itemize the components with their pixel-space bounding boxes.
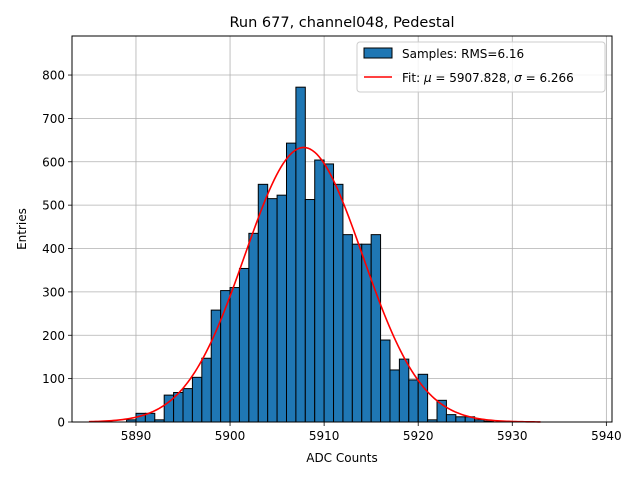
histogram-bar: [295, 86, 306, 423]
plot-frame: [71, 35, 613, 423]
histogram-bar: [323, 163, 335, 423]
y-tick-label: 300: [42, 285, 65, 299]
legend-fit-label: Fit: μ = 5907.828, σ = 6.266: [402, 71, 574, 85]
y-tick-label: 0: [57, 416, 65, 430]
chart-title: Run 677, channel048, Pedestal: [229, 15, 454, 31]
histogram-bar: [370, 234, 382, 423]
histogram-bar: [314, 159, 325, 423]
histogram-bar: [257, 183, 269, 423]
y-tick-label: 600: [42, 155, 65, 169]
legend-histogram-swatch: [363, 47, 393, 59]
histogram-bar: [342, 234, 353, 423]
legend-fit-sigma-value: = 6.266: [522, 71, 574, 85]
histogram-bar: [248, 232, 259, 423]
legend-fit-mu-value: = 5907.828,: [432, 71, 515, 85]
histogram-bar: [238, 267, 250, 423]
histogram-bar: [398, 358, 410, 423]
y-tick-label: 200: [42, 329, 65, 343]
y-tick-label: 700: [42, 112, 65, 126]
legend-fit-prefix: Fit:: [402, 71, 424, 85]
x-tick-label: 5930: [497, 429, 528, 443]
x-axis-label: ADC Counts: [306, 451, 378, 465]
x-tick-label: 5910: [309, 429, 340, 443]
histogram-bar: [191, 376, 203, 423]
x-tick-label: 5900: [215, 429, 246, 443]
histogram-bar: [361, 243, 372, 423]
legend: Samples: RMS=6.16 Fit: μ = 5907.828, σ =…: [356, 41, 606, 93]
legend-histogram-label: Samples: RMS=6.16: [402, 47, 524, 61]
legend-box: [356, 41, 606, 93]
histogram-bar: [210, 309, 222, 423]
histogram-bar: [304, 199, 316, 423]
y-tick-label: 100: [42, 372, 65, 386]
fit-curve: [88, 146, 541, 423]
histogram-bar: [182, 388, 193, 423]
y-tick-label: 500: [42, 199, 65, 213]
x-tick-label: 5920: [403, 429, 434, 443]
histogram-bar: [285, 142, 297, 423]
histogram-bar: [229, 287, 240, 423]
histogram-bar: [380, 339, 391, 423]
histogram-bar: [445, 414, 457, 423]
histogram-bar: [455, 416, 466, 423]
y-tick-label: 800: [42, 69, 65, 83]
axis-ticks: 5890 5900 5910 5920 5930 5940 0 100 200 300 400 500…: [42, 69, 622, 443]
histogram-bar: [276, 194, 287, 423]
histogram-bar: [201, 357, 212, 423]
histogram-bar: [351, 243, 363, 423]
fit-curve-layer: [88, 146, 541, 423]
y-tick-label: 400: [42, 242, 65, 256]
legend-fit-mu-symbol: μ: [423, 71, 432, 85]
histogram-bar: [333, 183, 344, 423]
x-tick-label: 5940: [591, 429, 622, 443]
histogram-bar: [389, 369, 400, 423]
legend-fit-sigma-symbol: σ: [514, 71, 522, 85]
x-tick-label: 5890: [121, 429, 152, 443]
y-axis-label: Entries: [15, 208, 29, 250]
histogram-bar: [267, 198, 278, 423]
histogram-bars: [126, 86, 494, 423]
histogram-bar: [408, 379, 419, 423]
